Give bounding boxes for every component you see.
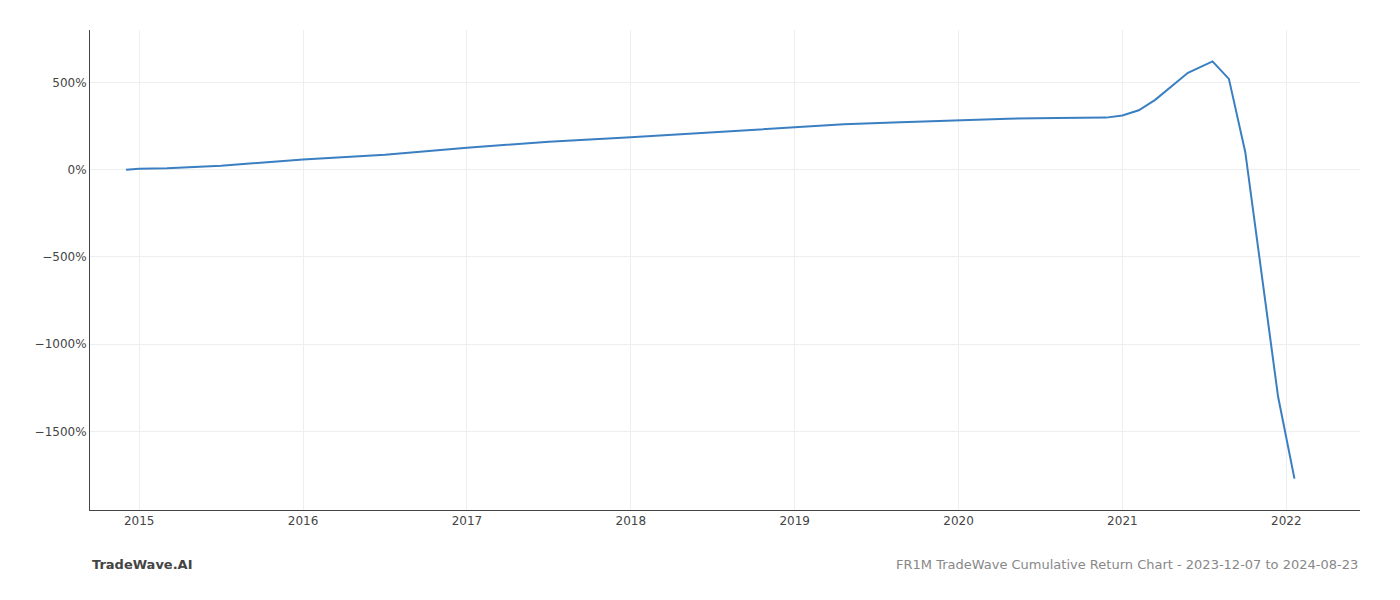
svg-text:2017: 2017 (452, 514, 483, 528)
svg-text:2016: 2016 (288, 514, 319, 528)
svg-text:−1000%: −1000% (35, 337, 87, 351)
svg-text:2015: 2015 (124, 514, 155, 528)
svg-text:500%: 500% (52, 76, 86, 90)
svg-text:FR1M TradeWave Cumulative Retu: FR1M TradeWave Cumulative Return Chart -… (896, 557, 1358, 572)
svg-text:0%: 0% (68, 163, 87, 177)
svg-text:2021: 2021 (1107, 514, 1138, 528)
svg-text:2018: 2018 (615, 514, 646, 528)
svg-text:−500%: −500% (42, 250, 86, 264)
svg-text:2019: 2019 (779, 514, 810, 528)
svg-text:−1500%: −1500% (35, 425, 87, 439)
svg-text:2022: 2022 (1271, 514, 1302, 528)
svg-text:TradeWave.AI: TradeWave.AI (92, 557, 193, 572)
svg-text:2020: 2020 (943, 514, 974, 528)
